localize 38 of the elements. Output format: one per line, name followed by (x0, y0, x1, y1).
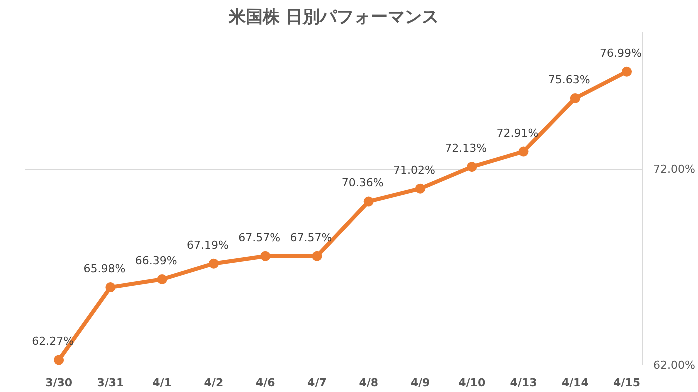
x-tick-label: 4/14 (562, 376, 590, 390)
data-label: 67.57% (238, 231, 281, 244)
chart-title: 米国株 日別パフォーマンス (228, 8, 439, 28)
point (364, 196, 374, 207)
point (208, 258, 219, 269)
data-label: 71.02% (394, 164, 436, 177)
x-tick-label: 4/1 (152, 376, 172, 390)
point (518, 146, 529, 157)
data-label: 75.63% (548, 74, 590, 87)
x-tick-label: 4/6 (256, 376, 276, 390)
y-tick-label: 62.00% (654, 359, 696, 372)
x-tick-label: 3/31 (97, 376, 124, 390)
x-tick-label: 3/30 (46, 376, 73, 390)
data-label: 66.39% (135, 254, 178, 268)
data-label: 67.57% (290, 231, 332, 244)
x-tick-label: 4/2 (204, 376, 224, 390)
x-tick-label: 4/13 (510, 376, 538, 390)
x-tick-label: 4/15 (614, 376, 641, 390)
x-tick-label: 4/9 (410, 376, 430, 390)
y-tick-label: 72.00% (654, 163, 696, 176)
point (312, 251, 322, 262)
point (415, 184, 426, 194)
point (467, 162, 478, 172)
point (54, 355, 64, 366)
x-tick-label: 4/8 (359, 376, 379, 390)
point (157, 274, 168, 284)
data-label: 65.98% (84, 262, 126, 276)
x-tick-label: 4/10 (458, 376, 486, 390)
x-tick-label: 4/7 (308, 376, 327, 390)
data-label: 72.13% (445, 142, 488, 156)
data-label: 76.99% (600, 46, 642, 60)
point (570, 94, 580, 104)
data-label: 72.91% (496, 126, 539, 140)
data-label: 67.19% (186, 238, 229, 252)
point (622, 66, 632, 77)
point (106, 282, 116, 293)
point (260, 251, 271, 262)
data-label: 70.36% (342, 176, 384, 190)
